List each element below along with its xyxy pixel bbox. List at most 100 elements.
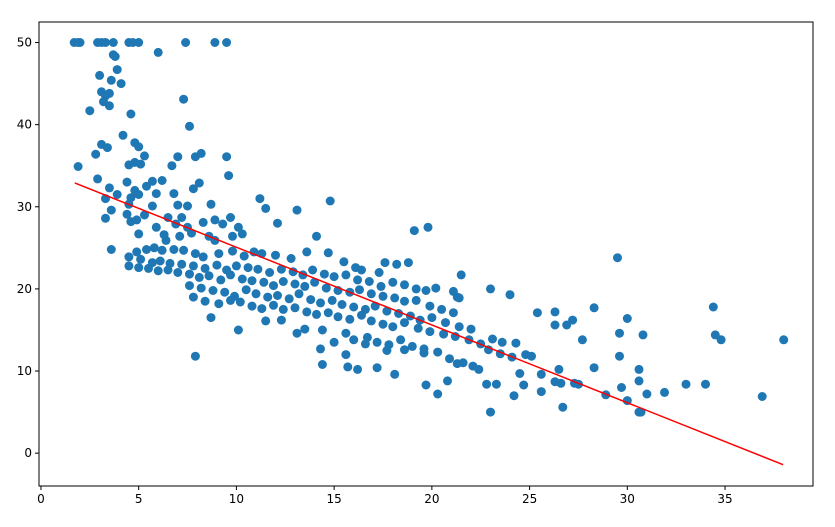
data-point xyxy=(382,306,392,316)
data-point xyxy=(372,363,382,373)
data-point xyxy=(357,265,366,275)
data-point xyxy=(200,263,210,273)
data-point xyxy=(132,247,142,257)
data-point xyxy=(265,268,275,277)
data-point xyxy=(421,380,431,390)
data-point xyxy=(681,379,691,389)
data-point xyxy=(388,322,398,332)
data-point xyxy=(396,335,406,345)
data-point xyxy=(589,303,599,313)
data-point xyxy=(247,276,257,286)
data-point xyxy=(181,38,191,47)
data-point xyxy=(239,251,249,261)
data-point xyxy=(660,387,669,397)
data-point xyxy=(423,222,433,232)
data-point xyxy=(255,194,265,204)
data-point xyxy=(716,335,726,345)
data-point xyxy=(241,285,251,295)
data-point xyxy=(327,295,337,305)
data-point xyxy=(101,213,110,223)
x-tick-label: 15 xyxy=(326,492,341,506)
data-point xyxy=(433,347,443,357)
data-point xyxy=(509,391,519,401)
data-point xyxy=(194,272,204,282)
data-point xyxy=(392,259,402,269)
x-tick-label: 30 xyxy=(620,492,635,506)
data-point xyxy=(220,287,230,297)
data-point xyxy=(157,245,167,255)
data-point xyxy=(173,268,183,277)
data-point xyxy=(425,327,435,337)
data-point xyxy=(151,189,161,199)
data-point xyxy=(568,315,578,325)
x-tick-label: 35 xyxy=(717,492,732,506)
data-point xyxy=(134,229,144,239)
y-tick-label: 10 xyxy=(17,364,32,378)
data-point xyxy=(360,339,370,349)
data-point xyxy=(253,264,263,274)
data-point xyxy=(169,245,179,254)
data-point xyxy=(554,364,564,374)
data-point xyxy=(511,338,521,348)
data-point xyxy=(617,383,626,392)
data-point xyxy=(85,106,95,116)
data-point xyxy=(196,148,206,158)
data-point xyxy=(411,295,421,305)
data-point xyxy=(374,268,384,277)
data-point xyxy=(364,277,374,286)
data-point xyxy=(421,286,431,295)
data-point xyxy=(118,130,128,140)
data-point xyxy=(231,261,241,271)
data-point xyxy=(196,283,206,293)
data-point xyxy=(486,284,495,294)
data-point xyxy=(124,261,134,271)
data-point xyxy=(634,376,644,386)
data-point xyxy=(188,292,198,302)
data-point xyxy=(292,205,302,215)
data-point xyxy=(198,217,208,227)
data-point xyxy=(126,217,136,227)
data-point xyxy=(400,318,409,328)
data-point xyxy=(263,292,273,302)
data-point xyxy=(134,190,144,199)
data-point xyxy=(188,261,198,271)
data-point xyxy=(276,315,286,325)
data-point xyxy=(228,231,237,241)
data-point xyxy=(222,38,232,47)
x-tick-label: 10 xyxy=(229,492,244,506)
data-point xyxy=(110,52,120,61)
data-point xyxy=(486,407,495,417)
data-point xyxy=(400,296,409,306)
data-point xyxy=(425,301,435,311)
data-point xyxy=(317,360,327,369)
data-point xyxy=(448,308,458,318)
data-point xyxy=(390,369,400,379)
data-point xyxy=(454,293,464,303)
data-point xyxy=(300,324,310,334)
data-point xyxy=(306,295,316,305)
data-point xyxy=(308,265,318,275)
data-point xyxy=(634,407,644,417)
data-point xyxy=(294,289,304,299)
data-point xyxy=(757,392,767,401)
data-point xyxy=(779,335,789,345)
data-point xyxy=(157,176,167,185)
data-point xyxy=(482,379,492,389)
data-point xyxy=(409,226,419,236)
data-point xyxy=(194,178,204,188)
data-point xyxy=(278,277,288,286)
data-point xyxy=(271,250,280,260)
data-point xyxy=(353,364,363,374)
data-point xyxy=(163,265,173,275)
data-point xyxy=(433,389,443,399)
data-point xyxy=(388,277,398,287)
x-tick-label: 20 xyxy=(424,492,439,506)
data-point xyxy=(286,254,296,263)
data-point xyxy=(366,289,376,299)
data-point xyxy=(151,222,161,232)
data-point xyxy=(167,161,177,171)
data-point xyxy=(466,324,476,334)
data-point xyxy=(302,247,312,257)
data-point xyxy=(372,337,382,347)
